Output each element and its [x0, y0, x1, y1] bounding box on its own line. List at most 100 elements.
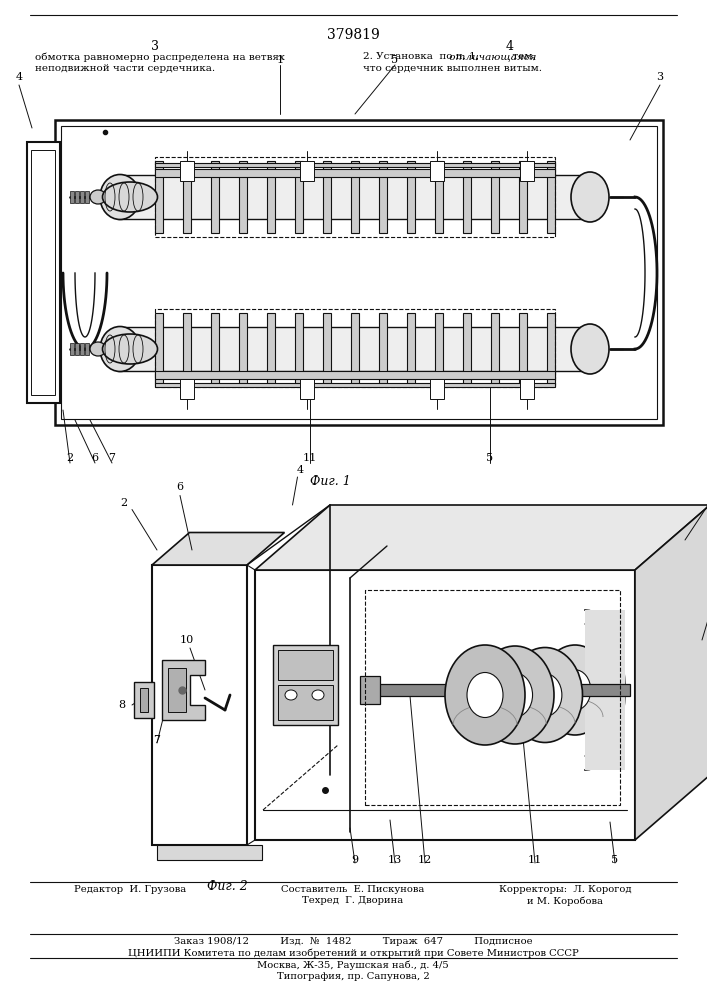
Bar — [155, 169, 555, 177]
Bar — [435, 313, 443, 385]
Bar — [547, 161, 555, 233]
Text: что сердечник выполнен витым.: что сердечник выполнен витым. — [363, 64, 542, 73]
Bar — [430, 161, 444, 181]
Bar — [155, 163, 555, 167]
Ellipse shape — [90, 342, 106, 356]
Text: ЦНИИПИ Комитета по делам изобретений и открытий при Совете Министров СССР: ЦНИИПИ Комитета по делам изобретений и о… — [128, 948, 578, 958]
Text: Корректоры:  Л. Корогод: Корректоры: Л. Корогод — [498, 885, 631, 894]
Polygon shape — [152, 565, 247, 845]
Bar — [435, 161, 443, 233]
Text: и М. Коробова: и М. Коробова — [527, 896, 603, 906]
Text: 12: 12 — [418, 855, 432, 865]
Ellipse shape — [100, 326, 140, 371]
Text: обмотка равномерно распределена на ветвях: обмотка равномерно распределена на ветвя… — [35, 52, 285, 62]
Bar — [491, 313, 499, 385]
Text: Составитель  Е. Пискунова: Составитель Е. Пискунова — [281, 885, 425, 894]
Polygon shape — [162, 660, 205, 720]
Bar — [80, 191, 84, 203]
Polygon shape — [635, 505, 707, 840]
Ellipse shape — [571, 324, 609, 374]
Bar — [118, 175, 592, 219]
Bar — [61, 126, 657, 419]
Bar — [85, 191, 89, 203]
Text: 5: 5 — [392, 55, 399, 65]
Text: Заказ 1908/12          Изд.  №  1482          Тираж  647          Подписное: Заказ 1908/12 Изд. № 1482 Тираж 647 Подп… — [174, 937, 532, 946]
Bar — [211, 313, 219, 385]
Polygon shape — [255, 505, 707, 570]
Text: неподвижной части сердечника.: неподвижной части сердечника. — [35, 64, 215, 73]
Text: 10: 10 — [180, 635, 194, 645]
Bar — [134, 682, 154, 718]
Bar — [379, 161, 387, 233]
Text: 7: 7 — [153, 735, 160, 745]
Text: 7: 7 — [108, 453, 115, 463]
Text: тем,: тем, — [506, 52, 536, 61]
Text: 8: 8 — [119, 700, 126, 710]
Text: 5: 5 — [486, 453, 493, 463]
Bar — [365, 590, 620, 805]
Bar — [520, 379, 534, 399]
Bar — [267, 161, 275, 233]
Bar — [155, 161, 163, 233]
Bar — [360, 676, 380, 704]
Text: Техред  Г. Дворина: Техред Г. Дворина — [303, 896, 404, 905]
Text: 4: 4 — [16, 72, 23, 82]
Text: отличающаяся: отличающаяся — [446, 52, 537, 61]
Bar — [27, 142, 60, 403]
Ellipse shape — [103, 334, 158, 364]
Bar — [267, 313, 275, 385]
Bar — [118, 327, 592, 371]
Bar — [239, 161, 247, 233]
Bar — [430, 379, 444, 399]
Bar — [168, 668, 186, 712]
Ellipse shape — [467, 672, 503, 718]
Bar — [183, 313, 191, 385]
Bar — [263, 578, 627, 832]
Ellipse shape — [559, 670, 591, 710]
Bar — [370, 684, 630, 696]
Polygon shape — [255, 570, 635, 840]
Ellipse shape — [476, 646, 554, 744]
Polygon shape — [157, 845, 262, 860]
Text: 2: 2 — [66, 453, 74, 463]
Bar — [351, 313, 359, 385]
Text: 3: 3 — [656, 72, 664, 82]
Bar — [273, 645, 338, 725]
Bar — [239, 313, 247, 385]
Bar — [155, 309, 555, 387]
Bar — [75, 191, 79, 203]
Bar — [491, 161, 499, 233]
Bar — [351, 161, 359, 233]
Bar — [155, 157, 555, 237]
Text: Москва, Ж-35, Раушская наб., д. 4/5: Москва, Ж-35, Раушская наб., д. 4/5 — [257, 960, 449, 970]
Polygon shape — [152, 532, 284, 565]
Text: Фиг. 2: Фиг. 2 — [206, 880, 247, 893]
Bar — [75, 343, 79, 355]
Ellipse shape — [100, 174, 140, 220]
Ellipse shape — [312, 690, 324, 700]
Bar — [547, 313, 555, 385]
Text: 5: 5 — [612, 855, 619, 865]
Bar — [519, 161, 527, 233]
Bar — [55, 120, 663, 425]
Text: 4: 4 — [506, 40, 514, 53]
Bar — [463, 313, 471, 385]
Ellipse shape — [508, 648, 583, 742]
Text: 379819: 379819 — [327, 28, 380, 42]
Ellipse shape — [90, 190, 106, 204]
Text: Фиг. 1: Фиг. 1 — [310, 475, 351, 488]
Bar — [300, 379, 314, 399]
Bar — [158, 575, 239, 835]
Ellipse shape — [528, 674, 562, 716]
Bar — [323, 161, 331, 233]
Ellipse shape — [285, 690, 297, 700]
Bar — [295, 313, 303, 385]
Text: 4: 4 — [297, 465, 304, 475]
Bar — [407, 313, 415, 385]
Bar — [183, 161, 191, 233]
Text: 2: 2 — [120, 497, 127, 508]
Ellipse shape — [540, 645, 610, 735]
Bar — [31, 150, 55, 395]
Bar — [155, 313, 163, 385]
Bar — [70, 191, 74, 203]
